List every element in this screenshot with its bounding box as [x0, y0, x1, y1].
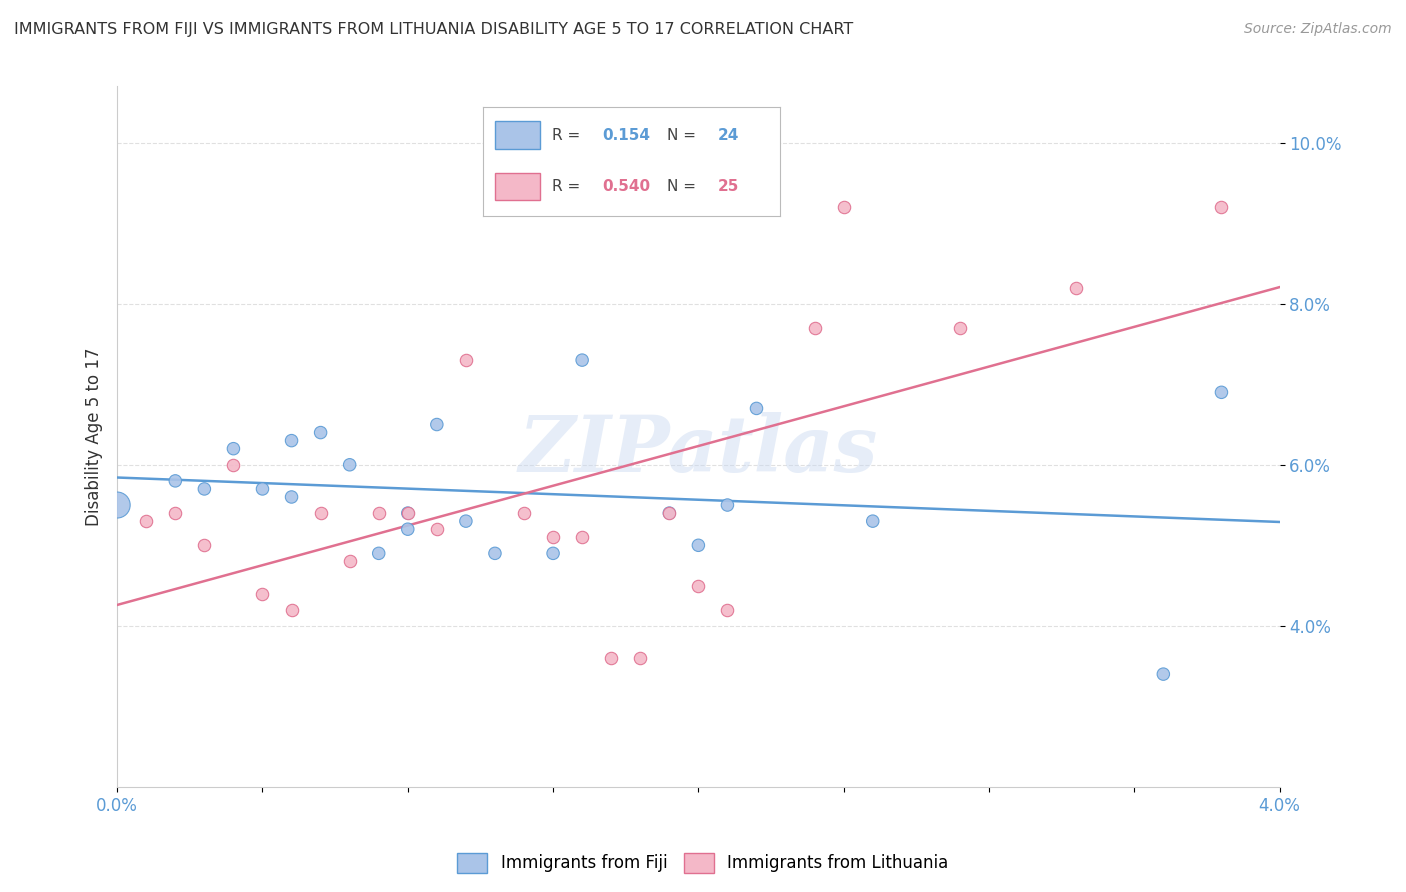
Point — [541, 530, 564, 544]
Point — [688, 578, 710, 592]
Point — [716, 603, 738, 617]
Point — [193, 538, 215, 552]
Point — [280, 490, 302, 504]
Point — [571, 530, 593, 544]
Point — [1211, 385, 1233, 400]
Point — [252, 586, 274, 600]
Point — [454, 353, 477, 368]
Point — [252, 482, 274, 496]
Point — [658, 506, 681, 520]
Point — [339, 554, 361, 568]
Point — [832, 200, 855, 214]
Point — [541, 546, 564, 560]
Point — [1064, 280, 1087, 294]
Point — [862, 514, 884, 528]
Point — [396, 522, 419, 536]
Point — [165, 506, 187, 520]
Point — [193, 482, 215, 496]
Point — [600, 651, 623, 665]
Point — [105, 498, 128, 512]
Y-axis label: Disability Age 5 to 17: Disability Age 5 to 17 — [86, 347, 103, 526]
Point — [165, 474, 187, 488]
Point — [803, 321, 825, 335]
Point — [484, 546, 506, 560]
Point — [135, 514, 157, 528]
Point — [309, 425, 332, 440]
Point — [571, 353, 593, 368]
Point — [426, 522, 449, 536]
Point — [280, 603, 302, 617]
Point — [367, 546, 389, 560]
Point — [309, 506, 332, 520]
Point — [688, 538, 710, 552]
Point — [1152, 667, 1174, 681]
Point — [949, 321, 972, 335]
Point — [745, 401, 768, 416]
Point — [426, 417, 449, 432]
Point — [367, 506, 389, 520]
Text: ZIPatlas: ZIPatlas — [519, 412, 879, 489]
Point — [454, 514, 477, 528]
Text: Source: ZipAtlas.com: Source: ZipAtlas.com — [1244, 22, 1392, 37]
Point — [396, 506, 419, 520]
Point — [222, 458, 245, 472]
Point — [716, 498, 738, 512]
Point — [222, 442, 245, 456]
Text: IMMIGRANTS FROM FIJI VS IMMIGRANTS FROM LITHUANIA DISABILITY AGE 5 TO 17 CORRELA: IMMIGRANTS FROM FIJI VS IMMIGRANTS FROM … — [14, 22, 853, 37]
Point — [1211, 200, 1233, 214]
Point — [628, 651, 651, 665]
Point — [396, 506, 419, 520]
Point — [339, 458, 361, 472]
Point — [658, 506, 681, 520]
Point — [513, 506, 536, 520]
Point — [280, 434, 302, 448]
Legend: Immigrants from Fiji, Immigrants from Lithuania: Immigrants from Fiji, Immigrants from Li… — [451, 847, 955, 880]
